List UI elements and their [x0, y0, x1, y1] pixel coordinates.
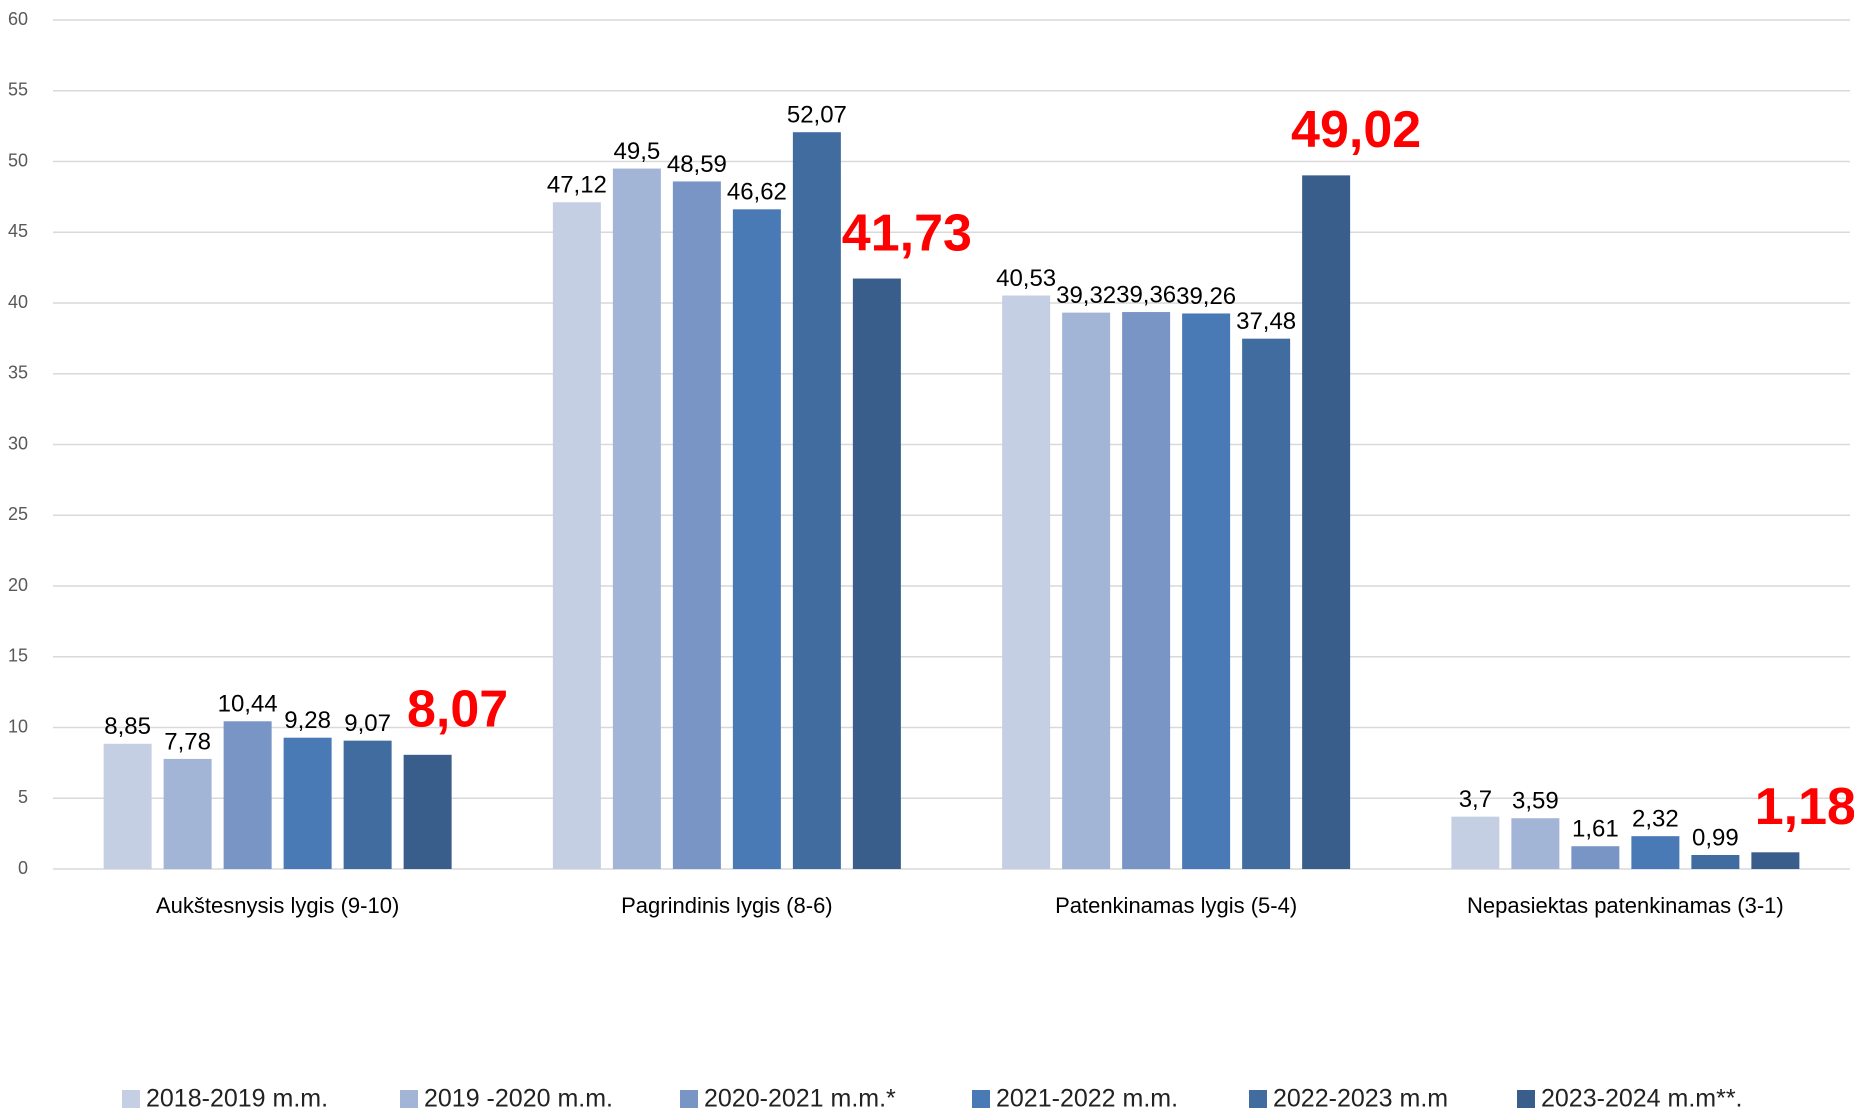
legend-swatch	[680, 1090, 698, 1108]
legend-label: 2023-2024 m.m**.	[1541, 1085, 1743, 1112]
bar	[672, 181, 721, 870]
value-label: 40,53	[996, 265, 1056, 292]
y-tick-label: 0	[18, 858, 28, 878]
value-label: 9,07	[344, 710, 391, 737]
highlight-value-label: 49,02	[1291, 101, 1421, 159]
bar	[1451, 816, 1500, 869]
value-label: 7,78	[164, 728, 211, 755]
legend-label: 2019 -2020 m.m.	[424, 1085, 613, 1112]
y-tick-label: 10	[8, 716, 28, 736]
value-label: 39,32	[1056, 282, 1116, 309]
bar	[1571, 846, 1620, 869]
value-label: 49,5	[614, 138, 661, 165]
value-label: 39,36	[1116, 281, 1176, 308]
y-tick-label: 5	[18, 787, 28, 807]
bar	[1691, 854, 1740, 869]
highlight-value-label: 8,07	[407, 681, 508, 739]
value-label: 1,61	[1572, 816, 1619, 843]
value-label: 8,85	[104, 713, 151, 740]
legend-swatch	[122, 1090, 140, 1108]
bar	[223, 721, 272, 869]
legend-label: 2020-2021 m.m.*	[704, 1085, 896, 1112]
x-tick-label: Nepasiektas patenkinamas (3-1)	[1467, 893, 1784, 918]
y-tick-label: 25	[8, 504, 28, 524]
legend-swatch	[400, 1090, 418, 1108]
x-tick-label: Aukštesnysis lygis (9-10)	[156, 893, 399, 918]
bar	[283, 737, 332, 869]
bar	[1182, 313, 1231, 869]
legend-label: 2018-2019 m.m.	[146, 1085, 328, 1112]
x-tick-label: Pagrindinis lygis (8-6)	[621, 893, 833, 918]
bar	[1751, 852, 1800, 869]
value-label: 46,62	[727, 179, 787, 206]
bar	[732, 209, 781, 869]
bar	[343, 740, 392, 869]
bar	[612, 168, 661, 869]
bar	[403, 754, 452, 869]
value-label: 52,07	[787, 102, 847, 129]
bar	[852, 278, 901, 869]
y-tick-label: 45	[8, 221, 28, 241]
bar	[1002, 295, 1051, 869]
value-label: 47,12	[547, 172, 607, 199]
x-tick-label: Patenkinamas lygis (5-4)	[1055, 893, 1297, 918]
y-tick-label: 30	[8, 433, 28, 453]
bar	[1631, 836, 1680, 869]
y-tick-label: 40	[8, 292, 28, 312]
y-tick-label: 20	[8, 575, 28, 595]
y-tick-label: 35	[8, 363, 28, 383]
y-tick-label: 55	[8, 80, 28, 100]
legend-label: 2021-2022 m.m.	[996, 1085, 1178, 1112]
value-label: 2,32	[1632, 806, 1679, 833]
value-label: 3,59	[1512, 788, 1559, 815]
legend-swatch	[972, 1090, 990, 1108]
value-label: 10,44	[218, 691, 278, 718]
bar	[103, 743, 152, 869]
value-label: 48,59	[667, 151, 727, 178]
value-label: 9,28	[284, 707, 331, 734]
value-label: 37,48	[1236, 308, 1296, 335]
y-tick-label: 60	[8, 9, 28, 29]
legend-label: 2022-2023 m.m	[1273, 1085, 1448, 1112]
bar	[552, 202, 601, 869]
bar	[1242, 338, 1291, 870]
bar	[163, 758, 212, 869]
legend-swatch	[1517, 1090, 1535, 1108]
highlight-value-label: 41,73	[842, 204, 972, 262]
bar	[1302, 175, 1351, 869]
value-label: 0,99	[1692, 824, 1739, 851]
bar	[1122, 312, 1171, 869]
value-label: 3,7	[1459, 786, 1492, 813]
highlight-value-label: 1,18	[1755, 778, 1854, 836]
bar	[1062, 312, 1111, 869]
legend-swatch	[1249, 1090, 1267, 1108]
bar	[792, 132, 841, 870]
bar	[1511, 818, 1560, 869]
value-label: 39,26	[1176, 283, 1236, 310]
y-tick-label: 15	[8, 646, 28, 666]
y-tick-label: 50	[8, 150, 28, 170]
